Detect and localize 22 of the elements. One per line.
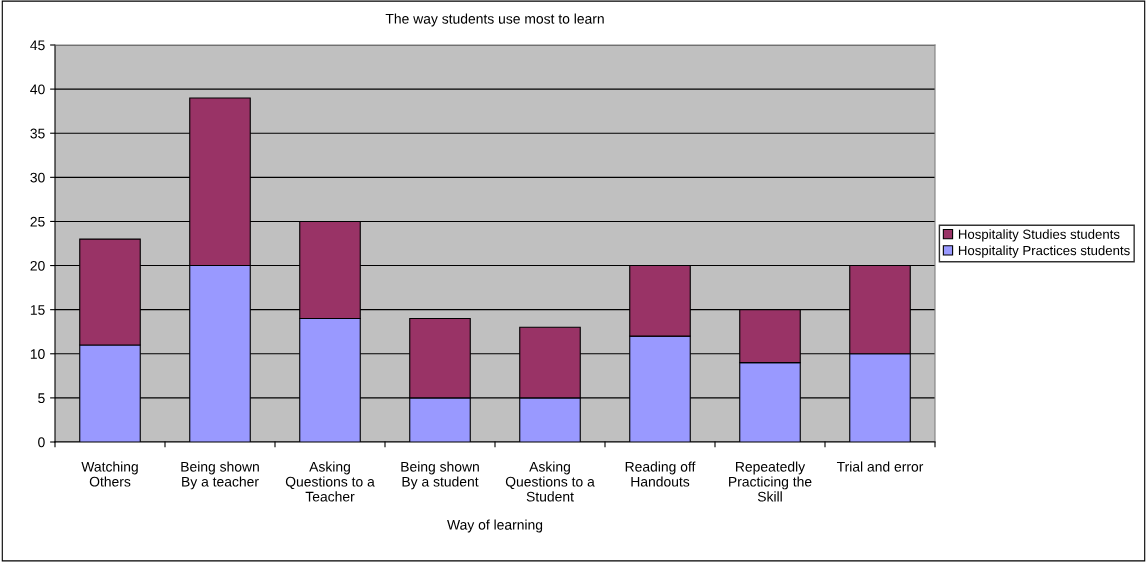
- y-tick-label: 10: [30, 349, 45, 359]
- y-tick-label: 35: [30, 128, 45, 139]
- legend-label: Hospitality Studies students: [958, 229, 1120, 242]
- chart-title: The way students use most to learn: [385, 13, 604, 27]
- y-tick-label: 25: [30, 216, 45, 227]
- y-tick-label: 15: [30, 305, 45, 315]
- x-tick-label: Watching Others: [81, 461, 138, 487]
- y-tick-label: 45: [30, 40, 45, 51]
- x-tick-label: Trial and error: [836, 461, 924, 472]
- x-tick-label: Asking Questions to a Student: [505, 461, 595, 502]
- x-tick-label: Being shown By a student: [401, 461, 479, 490]
- x-tick-label: Reading off Handouts: [625, 461, 696, 487]
- x-tick-label: Being shown By a teacher: [181, 461, 259, 490]
- x-tick-label: Repeatedly Practicing the Skill: [729, 461, 812, 502]
- x-axis-title: Way of learning: [447, 519, 543, 533]
- y-tick-label: 40: [30, 84, 45, 95]
- y-tick-label: 5: [38, 393, 45, 404]
- y-tick-label: 30: [30, 172, 45, 183]
- x-tick-label: Asking Questions to a Teacher: [285, 461, 375, 502]
- y-tick-label: 0: [38, 437, 45, 448]
- y-tick-label: 20: [30, 260, 45, 271]
- legend-label: Hospitality Practices students: [958, 245, 1130, 258]
